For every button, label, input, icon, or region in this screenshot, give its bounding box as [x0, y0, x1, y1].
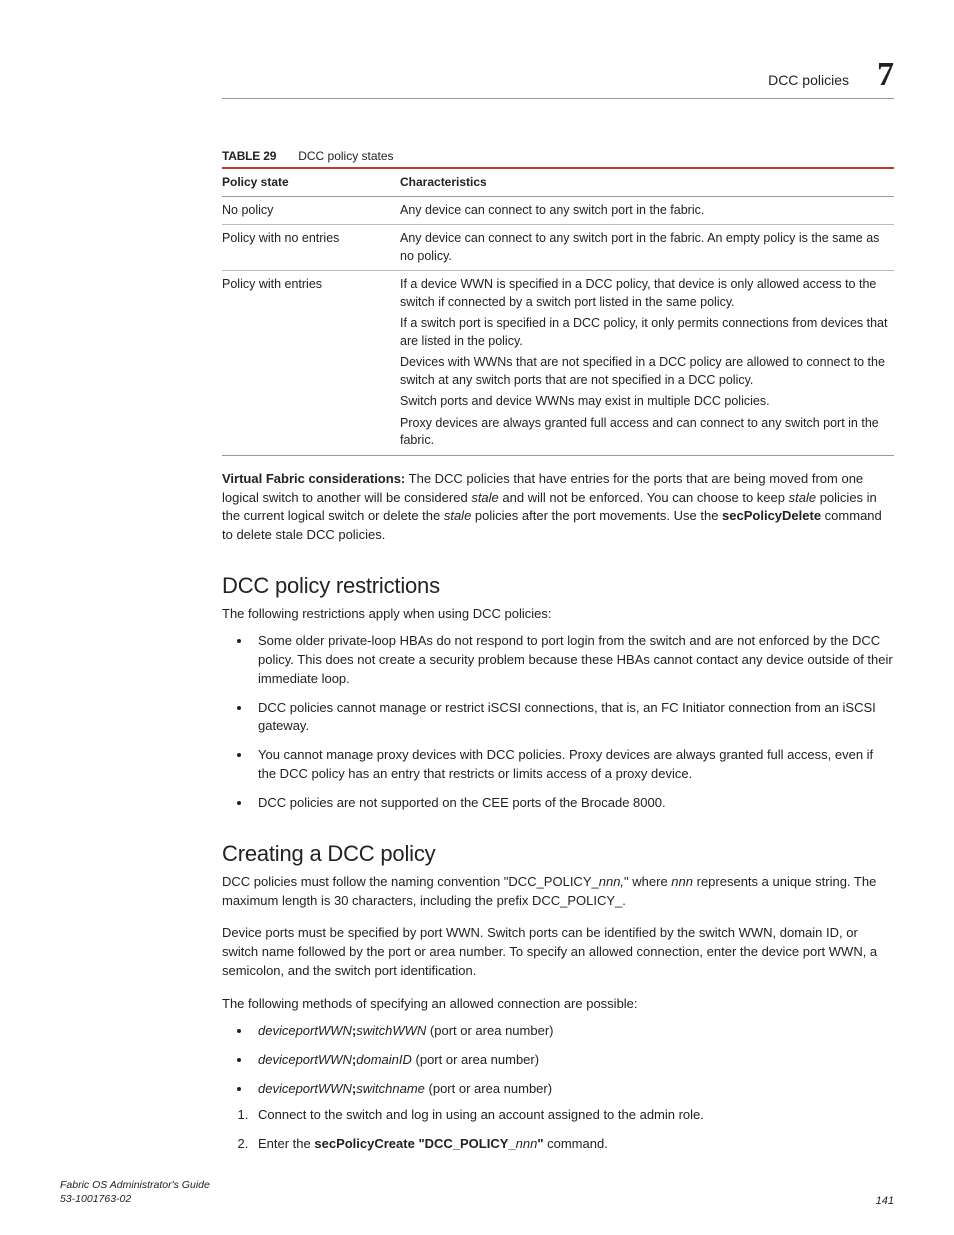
method-part: switchWWN: [356, 1023, 426, 1038]
text-italic: nnn: [671, 874, 693, 889]
table-row: No policy Any device can connect to any …: [222, 196, 894, 225]
creating-paragraph: Device ports must be specified by port W…: [222, 924, 894, 981]
cell-policy-state: No policy: [222, 196, 400, 225]
footer-doc-info: Fabric OS Administrator's Guide 53-10017…: [60, 1178, 210, 1207]
cell-characteristics: Any device can connect to any switch por…: [400, 196, 894, 225]
list-item: DCC policies are not supported on the CE…: [252, 794, 894, 813]
footer-doc-number: 53-1001763-02: [60, 1192, 210, 1207]
method-suffix: (port or area number): [412, 1052, 539, 1067]
step-command: secPolicyCreate "DCC_POLICY_: [314, 1136, 515, 1151]
table-row: Policy with entries If a device WWN is s…: [222, 271, 894, 456]
column-header-state: Policy state: [222, 168, 400, 196]
section-heading-creating: Creating a DCC policy: [222, 841, 894, 867]
section-heading-restrictions: DCC policy restrictions: [222, 573, 894, 599]
cell-paragraph: Proxy devices are always granted full ac…: [400, 415, 888, 450]
cell-paragraph: If a switch port is specified in a DCC p…: [400, 315, 888, 350]
vf-text: policies after the port movements. Use t…: [471, 508, 722, 523]
method-part: deviceportWWN: [258, 1052, 352, 1067]
page-footer: Fabric OS Administrator's Guide 53-10017…: [60, 1178, 894, 1207]
step-text: Enter the: [258, 1136, 314, 1151]
vf-stale: stale: [444, 508, 471, 523]
restrictions-list: Some older private-loop HBAs do not resp…: [222, 632, 894, 813]
cell-paragraph: If a device WWN is specified in a DCC po…: [400, 276, 888, 311]
list-item: You cannot manage proxy devices with DCC…: [252, 746, 894, 784]
restrictions-intro: The following restrictions apply when us…: [222, 605, 894, 624]
method-part: deviceportWWN: [258, 1023, 352, 1038]
page-header: DCC policies 7: [222, 58, 894, 99]
cell-paragraph: Devices with WWNs that are not specified…: [400, 354, 888, 389]
creating-steps: Connect to the switch and log in using a…: [222, 1106, 894, 1154]
list-item: DCC policies cannot manage or restrict i…: [252, 699, 894, 737]
vf-command: secPolicyDelete: [722, 508, 821, 523]
table-caption: TABLE 29 DCC policy states: [222, 149, 894, 163]
vf-stale: stale: [471, 490, 498, 505]
method-part: switchname: [356, 1081, 425, 1096]
connection-methods-list: deviceportWWN;switchWWN (port or area nu…: [222, 1022, 894, 1099]
cell-characteristics: If a device WWN is specified in a DCC po…: [400, 271, 894, 456]
method-suffix: (port or area number): [425, 1081, 552, 1096]
step-item: Enter the secPolicyCreate "DCC_POLICY_nn…: [252, 1135, 894, 1154]
cell-policy-state: Policy with entries: [222, 271, 400, 456]
vf-lead: Virtual Fabric considerations:: [222, 471, 405, 486]
cell-characteristics: Any device can connect to any switch por…: [400, 225, 894, 271]
text: " where: [624, 874, 671, 889]
cell-policy-state: Policy with no entries: [222, 225, 400, 271]
dcc-policy-states-table: Policy state Characteristics No policy A…: [222, 167, 894, 456]
method-part: domainID: [356, 1052, 412, 1067]
column-header-characteristics: Characteristics: [400, 168, 894, 196]
creating-paragraph: The following methods of specifying an a…: [222, 995, 894, 1014]
virtual-fabric-paragraph: Virtual Fabric considerations: The DCC p…: [222, 470, 894, 545]
step-italic: nnn: [516, 1136, 538, 1151]
table-row: Policy with no entries Any device can co…: [222, 225, 894, 271]
method-part: deviceportWWN: [258, 1081, 352, 1096]
footer-page-number: 141: [876, 1195, 894, 1207]
list-item: deviceportWWN;switchname (port or area n…: [252, 1080, 894, 1099]
list-item: deviceportWWN;domainID (port or area num…: [252, 1051, 894, 1070]
list-item: Some older private-loop HBAs do not resp…: [252, 632, 894, 689]
creating-paragraph: DCC policies must follow the naming conv…: [222, 873, 894, 911]
method-suffix: (port or area number): [426, 1023, 553, 1038]
header-chapter-number: 7: [877, 58, 894, 92]
footer-doc-title: Fabric OS Administrator's Guide: [60, 1178, 210, 1193]
cell-paragraph: Switch ports and device WWNs may exist i…: [400, 393, 888, 411]
step-item: Connect to the switch and log in using a…: [252, 1106, 894, 1125]
vf-text: and will not be enforced. You can choose…: [499, 490, 789, 505]
table-title: DCC policy states: [298, 149, 393, 163]
text-italic: nnn,: [599, 874, 624, 889]
step-text: command.: [544, 1136, 608, 1151]
text: DCC policies must follow the naming conv…: [222, 874, 599, 889]
list-item: deviceportWWN;switchWWN (port or area nu…: [252, 1022, 894, 1041]
header-section-title: DCC policies: [768, 72, 849, 88]
table-number: TABLE 29: [222, 149, 276, 163]
vf-stale: stale: [789, 490, 816, 505]
